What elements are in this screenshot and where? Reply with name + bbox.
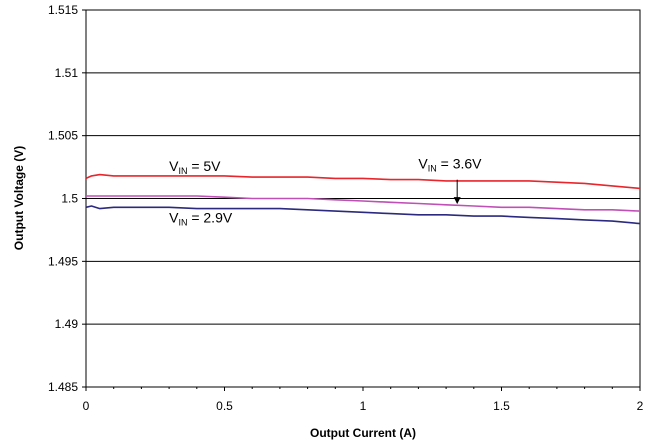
y-tick-label: 1.505 xyxy=(48,129,78,143)
annotations: VIN = 5V VIN = 3.6V VIN = 2.9V xyxy=(169,155,482,227)
annotation-label-0: VIN = 5V xyxy=(169,158,221,176)
grid-lines xyxy=(86,72,640,325)
axis-ticks: 1.485 1.49 1.495 1.5 1.505 1.51 1.515 0 0.5 1 1.5 2 xyxy=(48,3,644,413)
y-tick-label: 1.515 xyxy=(48,3,78,17)
x-tick-label: 1.5 xyxy=(493,399,510,413)
annotation-arrow-head xyxy=(453,197,461,205)
series-line-1 xyxy=(86,195,641,212)
y-tick-label: 1.49 xyxy=(55,317,79,331)
x-tick-label: 0.5 xyxy=(216,399,233,413)
series-line-0 xyxy=(85,173,641,190)
x-tick-label: 2 xyxy=(637,399,644,413)
x-tick-label: 0 xyxy=(83,399,90,413)
y-tick-label: 1.5 xyxy=(61,192,78,206)
annotation-label-1: VIN = 3.6V xyxy=(418,155,482,173)
y-axis-title: Output Voltage (V) xyxy=(12,146,26,250)
x-axis-title: Output Current (A) xyxy=(310,426,416,440)
y-tick-label: 1.495 xyxy=(48,254,78,268)
y-tick-label: 1.485 xyxy=(48,380,78,394)
series-lines xyxy=(85,173,641,225)
y-tick-label: 1.51 xyxy=(55,66,79,80)
series-line-2 xyxy=(85,205,641,225)
annotation-label-2: VIN = 2.9V xyxy=(169,209,233,227)
x-tick-label: 1 xyxy=(360,399,367,413)
